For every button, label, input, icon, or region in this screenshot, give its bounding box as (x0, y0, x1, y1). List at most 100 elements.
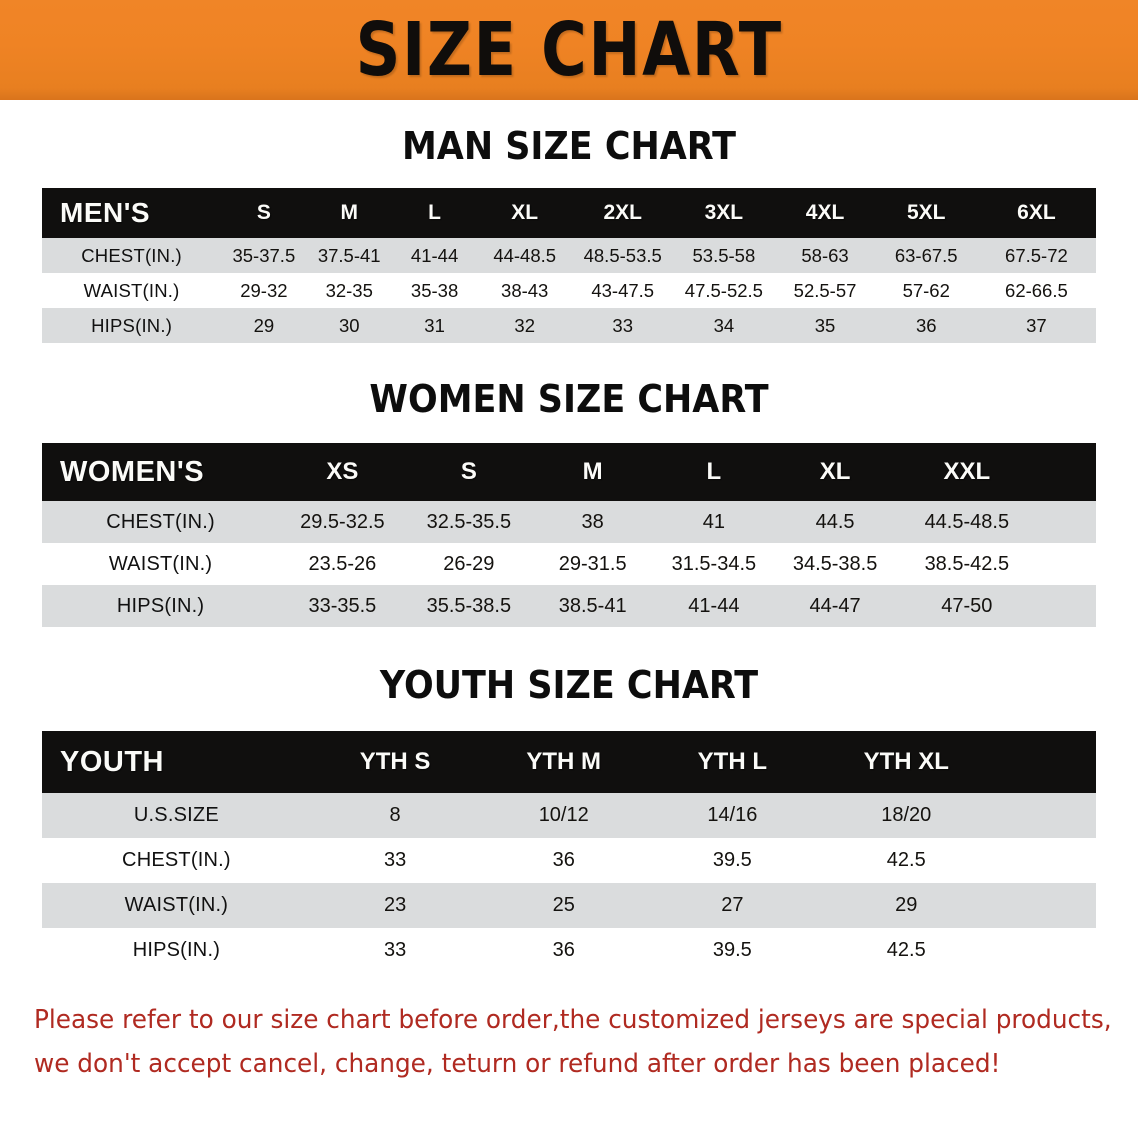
man-cell-2-3: 32 (477, 308, 573, 343)
man-cell-0-1: 37.5-41 (306, 238, 392, 273)
women-size-col-2: M (532, 443, 654, 501)
women-cell-0-2: 38 (532, 501, 654, 543)
table-row: HIPS(IN.) 33 36 39.5 42.5 (42, 928, 1096, 973)
table-row: U.S.SIZE 8 10/12 14/16 18/20 (42, 793, 1096, 838)
women-cell-0-1: 32.5-35.5 (405, 501, 533, 543)
man-cell-2-5: 34 (673, 308, 775, 343)
man-cell-0-6: 58-63 (774, 238, 876, 273)
man-row-label-1: WAIST(IN.) (42, 273, 222, 308)
man-size-col-7: 5XL (875, 188, 977, 238)
women-corner-label: WOMEN'S (42, 443, 280, 501)
man-cell-2-6: 35 (774, 308, 876, 343)
youth-header-spacer (995, 731, 1096, 793)
youth-cell-3-2: 39.5 (648, 928, 817, 973)
man-size-col-5: 3XL (673, 188, 775, 238)
youth-cell-0-0: 8 (310, 793, 480, 838)
youth-row-spacer (995, 883, 1096, 928)
youth-size-col-3: YTH XL (816, 731, 996, 793)
women-cell-1-2: 29-31.5 (532, 543, 654, 585)
youth-cell-3-1: 36 (479, 928, 649, 973)
women-cell-0-5: 44.5-48.5 (895, 501, 1038, 543)
man-corner-label: MEN'S (42, 188, 222, 238)
man-cell-2-8: 37 (976, 308, 1096, 343)
women-cell-0-4: 44.5 (774, 501, 896, 543)
youth-size-col-2: YTH L (648, 731, 817, 793)
women-row-spacer (1037, 543, 1096, 585)
disclaimer-line-2: we don't accept cancel, change, teturn o… (34, 1048, 1001, 1079)
youth-cell-1-0: 33 (310, 838, 480, 883)
table-row: WAIST(IN.) 29-32 32-35 35-38 38-43 43-47… (42, 273, 1096, 308)
youth-cell-2-3: 29 (816, 883, 996, 928)
youth-row-spacer (995, 838, 1096, 883)
man-cell-2-2: 31 (391, 308, 478, 343)
table-row: HIPS(IN.) 33-35.5 35.5-38.5 38.5-41 41-4… (42, 585, 1096, 627)
women-cell-1-0: 23.5-26 (279, 543, 406, 585)
man-cell-1-1: 32-35 (306, 273, 392, 308)
table-row: CHEST(IN.) 29.5-32.5 32.5-35.5 38 41 44.… (42, 501, 1096, 543)
women-header-spacer (1037, 443, 1096, 501)
page-title: SIZE CHART (355, 7, 783, 93)
man-size-col-3: XL (477, 188, 573, 238)
youth-row-spacer (995, 928, 1096, 973)
women-size-col-5: XXL (895, 443, 1038, 501)
youth-section-heading: YOUTH SIZE CHART (379, 663, 759, 707)
man-cell-1-2: 35-38 (391, 273, 478, 308)
women-row-label-1: WAIST(IN.) (42, 543, 280, 585)
youth-cell-1-3: 42.5 (816, 838, 996, 883)
table-row: HIPS(IN.) 29 30 31 32 33 34 35 36 37 (42, 308, 1096, 343)
youth-cell-1-1: 36 (479, 838, 649, 883)
man-cell-1-0: 29-32 (221, 273, 307, 308)
women-cell-2-4: 44-47 (774, 585, 896, 627)
women-cell-0-3: 41 (653, 501, 775, 543)
women-row-label-0: CHEST(IN.) (42, 501, 280, 543)
women-cell-1-4: 34.5-38.5 (774, 543, 896, 585)
women-row-spacer (1037, 501, 1096, 543)
man-cell-2-7: 36 (875, 308, 977, 343)
women-cell-2-0: 33-35.5 (279, 585, 406, 627)
youth-size-table-wrapper: YOUTH YTH S YTH M YTH L YTH XL U.S.SIZE … (42, 731, 1096, 973)
women-row-label-2: HIPS(IN.) (42, 585, 280, 627)
youth-row-spacer (995, 793, 1096, 838)
youth-cell-0-1: 10/12 (479, 793, 649, 838)
man-cell-1-4: 43-47.5 (572, 273, 674, 308)
women-size-table-wrapper: WOMEN'S XS S M L XL XXL CHEST(IN.) 29.5-… (42, 443, 1096, 627)
women-cell-2-1: 35.5-38.5 (405, 585, 533, 627)
youth-cell-3-0: 33 (310, 928, 480, 973)
man-cell-0-2: 41-44 (391, 238, 478, 273)
youth-cell-2-1: 25 (479, 883, 649, 928)
women-section-heading: WOMEN SIZE CHART (369, 377, 769, 421)
man-cell-0-7: 63-67.5 (875, 238, 977, 273)
youth-row-label-1: CHEST(IN.) (42, 838, 311, 883)
man-section-heading: MAN SIZE CHART (401, 124, 737, 168)
youth-size-table: YOUTH YTH S YTH M YTH L YTH XL U.S.SIZE … (42, 731, 1096, 973)
table-row: CHEST(IN.) 33 36 39.5 42.5 (42, 838, 1096, 883)
man-cell-1-3: 38-43 (477, 273, 573, 308)
youth-size-col-0: YTH S (310, 731, 480, 793)
youth-cell-3-3: 42.5 (816, 928, 996, 973)
women-cell-1-1: 26-29 (405, 543, 533, 585)
youth-cell-2-0: 23 (310, 883, 480, 928)
women-size-col-3: L (653, 443, 775, 501)
women-cell-2-5: 47-50 (895, 585, 1038, 627)
man-cell-1-6: 52.5-57 (774, 273, 876, 308)
women-row-spacer (1037, 585, 1096, 627)
man-size-col-1: M (306, 188, 392, 238)
man-row-label-0: CHEST(IN.) (42, 238, 222, 273)
women-cell-2-2: 38.5-41 (532, 585, 654, 627)
women-size-table: WOMEN'S XS S M L XL XXL CHEST(IN.) 29.5-… (42, 443, 1096, 627)
women-size-col-0: XS (279, 443, 406, 501)
page-banner: SIZE CHART (0, 0, 1138, 100)
youth-row-label-0: U.S.SIZE (42, 793, 311, 838)
man-cell-1-5: 47.5-52.5 (673, 273, 775, 308)
man-row-label-2: HIPS(IN.) (42, 308, 222, 343)
man-cell-2-0: 29 (221, 308, 307, 343)
women-table-header-row: WOMEN'S XS S M L XL XXL (42, 443, 1096, 501)
man-size-table-wrapper: MEN'S S M L XL 2XL 3XL 4XL 5XL 6XL CHEST… (42, 188, 1096, 343)
man-size-table: MEN'S S M L XL 2XL 3XL 4XL 5XL 6XL CHEST… (42, 188, 1096, 343)
man-cell-1-8: 62-66.5 (976, 273, 1096, 308)
youth-cell-0-2: 14/16 (648, 793, 817, 838)
women-cell-0-0: 29.5-32.5 (279, 501, 406, 543)
man-size-col-6: 4XL (774, 188, 876, 238)
youth-cell-2-2: 27 (648, 883, 817, 928)
man-size-col-2: L (391, 188, 478, 238)
